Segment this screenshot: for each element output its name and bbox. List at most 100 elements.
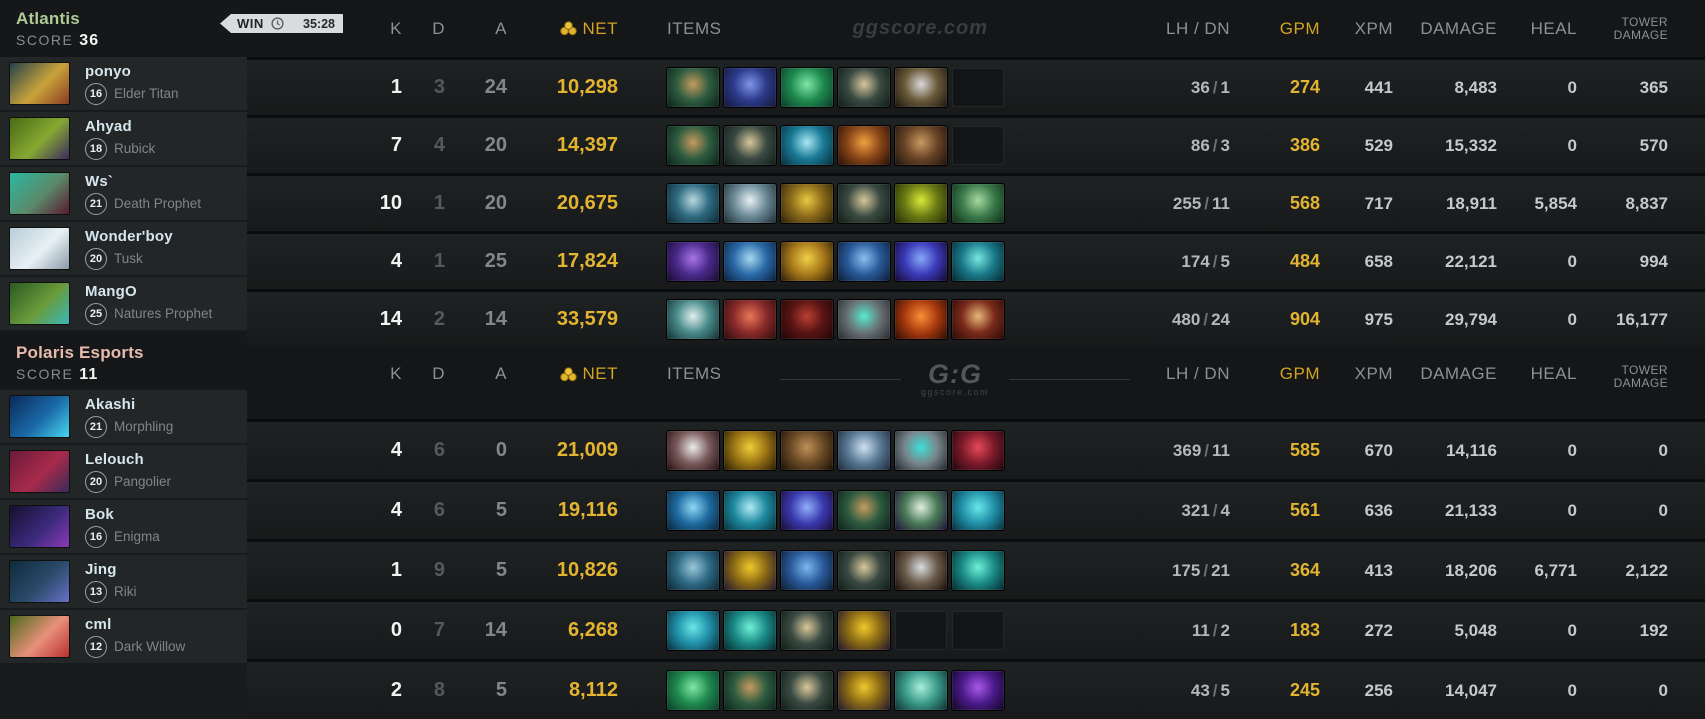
brown-boots-item-icon[interactable] (895, 126, 947, 165)
crimson-bow-item-icon[interactable] (952, 300, 1004, 339)
meteor-hammer-item-icon[interactable] (724, 671, 776, 710)
radiance-blade-item-icon[interactable] (895, 184, 947, 223)
deaths-value: 9 (433, 559, 445, 581)
golden-falcon-item-icon[interactable] (781, 242, 833, 281)
magic-wand-item-icon[interactable] (781, 671, 833, 710)
flame-core-item-icon[interactable] (895, 300, 947, 339)
teal-creature-item-icon[interactable] (895, 671, 947, 710)
violet-orb-item-icon[interactable] (952, 671, 1004, 710)
net-worth-value: 8,112 (569, 679, 618, 701)
player-card[interactable]: Wonder'boy 20 Tusk (0, 222, 247, 275)
last-hits-value: 86 (1190, 135, 1210, 155)
items-list (618, 242, 1004, 281)
ghost-jaw-item-icon[interactable] (724, 184, 776, 223)
azure-boots-item-icon[interactable] (667, 611, 719, 650)
white-mask-item-icon[interactable] (667, 431, 719, 470)
gold-bag-item-icon[interactable] (838, 671, 890, 710)
player-card[interactable]: Lelouch 20 Pangolier (0, 445, 247, 498)
steel-axe-item-icon[interactable] (895, 551, 947, 590)
bronze-device-item-icon[interactable] (838, 126, 890, 165)
silver-ring-item-icon[interactable] (895, 68, 947, 107)
team-header: Polaris Esports SCORE 11 (0, 332, 247, 390)
crimson-lance-item-icon[interactable] (724, 300, 776, 339)
azure-boots-item-icon[interactable] (952, 491, 1004, 530)
assists-value: 0 (495, 439, 507, 461)
kills-value: 4 (390, 499, 402, 521)
tranquil-boots-item-icon[interactable] (667, 671, 719, 710)
cyclone-blade-item-icon[interactable] (952, 242, 1004, 281)
blue-greaves-item-icon[interactable] (667, 551, 719, 590)
table-row: 14 2 14 33,579 480/24 904 975 29,794 0 16,177 (247, 289, 1705, 347)
last-hits-value: 36 (1190, 77, 1210, 97)
player-card[interactable]: cml 12 Dark Willow (0, 610, 247, 663)
dark-vortex-item-icon[interactable] (781, 300, 833, 339)
player-info: Ws` 21 Death Prophet (85, 173, 201, 215)
table-row: 4 6 0 21,009 369/11 585 670 14,116 0 0 (247, 419, 1705, 479)
player-card[interactable]: Bok 16 Enigma (0, 500, 247, 553)
spectral-axe-item-icon[interactable] (838, 431, 890, 470)
veil-helm-item-icon[interactable] (952, 184, 1004, 223)
col-heal: HEAL (1530, 364, 1577, 383)
lh-dn-value: 11/2 (1004, 621, 1230, 641)
gold-bag-item-icon[interactable] (838, 611, 890, 650)
blue-bottle-item-icon[interactable] (667, 491, 719, 530)
tranquil-boots-item-icon[interactable] (781, 68, 833, 107)
player-card[interactable]: ponyo 16 Elder Titan (0, 57, 247, 110)
tower-damage-value: 8,837 (1625, 193, 1668, 213)
orb-bracer-item-icon[interactable] (781, 551, 833, 590)
player-card[interactable]: Ws` 21 Death Prophet (0, 167, 247, 220)
teal-wave-item-icon[interactable] (724, 611, 776, 650)
sapphire-scepter-item-icon[interactable] (781, 491, 833, 530)
gold-bag-item-icon[interactable] (724, 551, 776, 590)
leather-boots-item-icon[interactable] (781, 431, 833, 470)
tower-damage-value: 192 (1639, 620, 1668, 640)
hero-portrait (10, 561, 69, 602)
net-worth-value: 10,298 (556, 76, 618, 98)
purple-gauntlet-item-icon[interactable] (667, 242, 719, 281)
glimmer-cape-item-icon[interactable] (724, 68, 776, 107)
golden-hatchling-item-icon[interactable] (724, 431, 776, 470)
xpm-value: 256 (1364, 680, 1393, 700)
player-name: cml (85, 615, 112, 633)
magic-wand-item-icon[interactable] (781, 611, 833, 650)
crimson-talons-item-icon[interactable] (952, 431, 1004, 470)
magic-wand-item-icon[interactable] (838, 184, 890, 223)
hero-portrait (10, 63, 69, 104)
player-card[interactable]: Jing 13 Riki (0, 555, 247, 608)
player-card[interactable]: MangO 25 Natures Prophet (0, 277, 247, 330)
hero-name: Pangolier (114, 474, 172, 489)
frost-boot-item-icon[interactable] (667, 300, 719, 339)
teal-wave-item-icon[interactable] (952, 551, 1004, 590)
hero-level-badge: 21 (85, 192, 107, 215)
col-net: NET (507, 19, 618, 39)
score-label: SCORE (16, 366, 74, 382)
items-list (618, 431, 1004, 470)
heal-value: 0 (1567, 500, 1577, 520)
last-hits-value: 11 (1191, 620, 1210, 640)
deaths-value: 3 (433, 76, 445, 98)
frost-sword-item-icon[interactable] (724, 242, 776, 281)
items-list (618, 551, 1004, 590)
lh-dn-value: 255/11 (1004, 194, 1230, 214)
meteor-hammer-item-icon[interactable] (667, 126, 719, 165)
magic-wand-item-icon[interactable] (838, 68, 890, 107)
hero-portrait (10, 118, 69, 159)
player-card[interactable]: Ahyad 18 Rubick (0, 112, 247, 165)
gem-orb-item-icon[interactable] (838, 300, 890, 339)
heal-value: 0 (1567, 440, 1577, 460)
blue-greaves-item-icon[interactable] (667, 184, 719, 223)
golden-scepter-item-icon[interactable] (781, 184, 833, 223)
tower-damage-value: 16,177 (1616, 309, 1668, 329)
meteor-hammer-item-icon[interactable] (838, 491, 890, 530)
teal-blade-item-icon[interactable] (724, 491, 776, 530)
ethereal-blade-item-icon[interactable] (895, 491, 947, 530)
denies-value: 4 (1220, 500, 1230, 520)
magic-wand-item-icon[interactable] (838, 551, 890, 590)
teal-blade-item-icon[interactable] (781, 126, 833, 165)
sapphire-dagger-item-icon[interactable] (895, 242, 947, 281)
meteor-hammer-item-icon[interactable] (667, 68, 719, 107)
grey-cowl-item-icon[interactable] (895, 431, 947, 470)
player-card[interactable]: Akashi 21 Morphling (0, 390, 247, 443)
aether-lens-item-icon[interactable] (838, 242, 890, 281)
magic-wand-item-icon[interactable] (724, 126, 776, 165)
